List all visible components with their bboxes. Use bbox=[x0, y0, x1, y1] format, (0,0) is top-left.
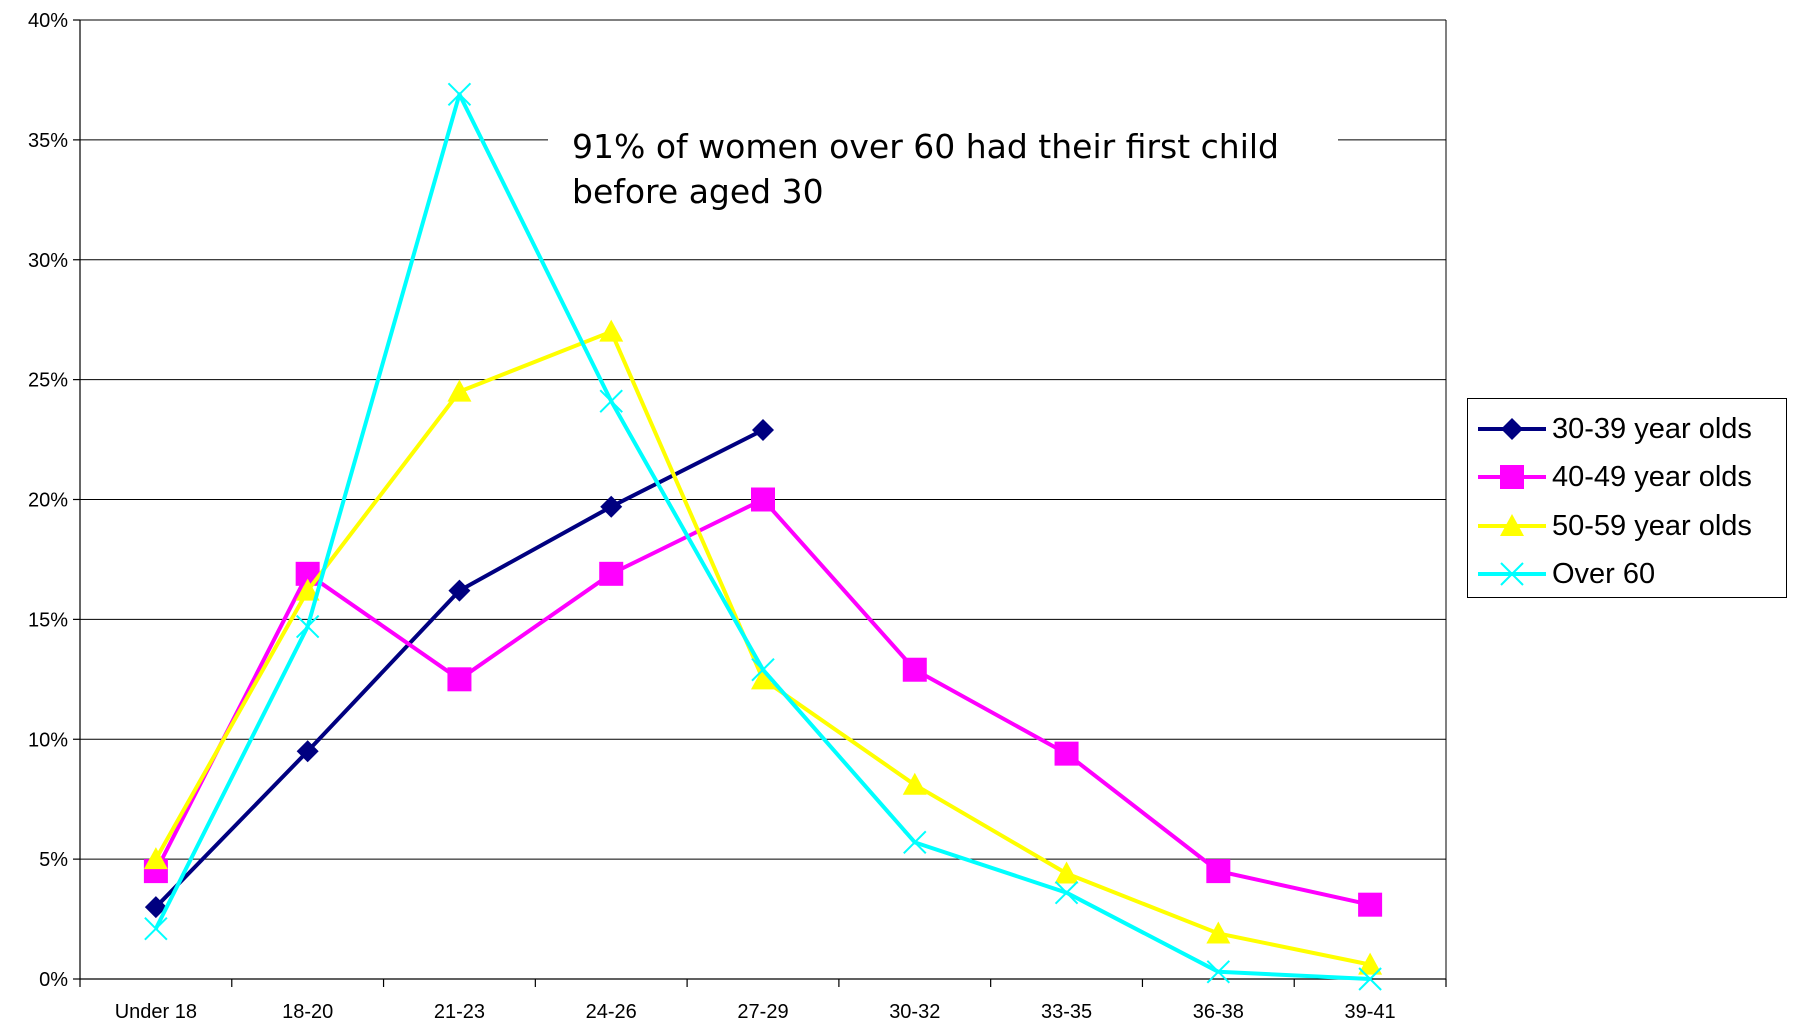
legend-swatch-50-59 bbox=[1478, 514, 1546, 536]
data-point-0-2 bbox=[448, 579, 471, 602]
data-point-2-4 bbox=[751, 667, 775, 690]
data-point-2-3 bbox=[599, 319, 624, 342]
data-point-3-8 bbox=[1358, 967, 1382, 991]
data-point-2-2 bbox=[447, 379, 472, 402]
legend-swatch-over-60 bbox=[1478, 562, 1546, 586]
series-3 bbox=[144, 82, 1382, 991]
data-point-2-0 bbox=[143, 847, 168, 870]
data-point-3-4 bbox=[751, 658, 775, 682]
data-point-3-2 bbox=[447, 82, 472, 107]
data-point-1-5 bbox=[902, 657, 927, 682]
series-0 bbox=[144, 418, 774, 919]
data-point-0-4 bbox=[752, 418, 774, 441]
legend: 30-39 year olds 40-49 year olds 50-59 ye… bbox=[1467, 398, 1787, 598]
data-point-3-7 bbox=[1206, 960, 1231, 984]
data-point-1-7 bbox=[1206, 859, 1231, 884]
legend-marker-2 bbox=[1500, 514, 1524, 536]
y-tick-label-3: 15% bbox=[28, 609, 68, 631]
x-tick-label-2: 21-23 bbox=[434, 1001, 485, 1023]
data-point-1-3 bbox=[599, 561, 624, 586]
series-layer bbox=[143, 82, 1383, 991]
annotation-line-1: 91% of women over 60 had their first chi… bbox=[572, 127, 1279, 166]
x-tick-label-1: 18-20 bbox=[282, 1001, 333, 1023]
data-point-1-2 bbox=[447, 667, 472, 692]
legend-label-50-59: 50-59 year olds bbox=[1552, 509, 1752, 542]
data-point-3-0 bbox=[144, 916, 168, 941]
x-tick-label-8: 39-41 bbox=[1345, 1001, 1396, 1023]
legend-label-30-39: 30-39 year olds bbox=[1552, 412, 1752, 445]
x-tick-label-7: 36-38 bbox=[1193, 1001, 1244, 1023]
annotation: 91% of women over 60 had their first chi… bbox=[548, 118, 1338, 220]
annotation-line-2: before aged 30 bbox=[572, 172, 824, 211]
x-tick-label-4: 27-29 bbox=[737, 1001, 788, 1023]
legend-marker-1 bbox=[1500, 465, 1524, 489]
x-tick-label-3: 24-26 bbox=[586, 1001, 637, 1023]
x-tick-label-6: 33-35 bbox=[1041, 1001, 1092, 1023]
series-1 bbox=[143, 487, 1383, 917]
data-point-3-1 bbox=[295, 614, 320, 639]
y-tick-label-1: 5% bbox=[39, 849, 68, 871]
legend-item-50-59: 50-59 year olds bbox=[1476, 506, 1752, 546]
legend-label-40-49: 40-49 year olds bbox=[1552, 460, 1752, 493]
legend-item-40-49: 40-49 year olds bbox=[1476, 457, 1752, 497]
x-axis-tick-labels: Under 18 18-20 21-23 24-26 27-29 30-32 33-35 36… bbox=[115, 1001, 1396, 1023]
y-tick-label-0: 0% bbox=[39, 969, 68, 991]
y-tick-label-7: 35% bbox=[28, 130, 68, 152]
data-point-2-6 bbox=[1054, 861, 1079, 884]
data-point-2-5 bbox=[902, 772, 927, 795]
legend-item-30-39: 30-39 year olds bbox=[1476, 409, 1752, 449]
data-point-0-3 bbox=[600, 495, 623, 518]
data-point-1-4 bbox=[751, 487, 775, 512]
data-point-0-0 bbox=[144, 896, 167, 919]
legend-label-over-60: Over 60 bbox=[1552, 557, 1656, 590]
legend-swatch-30-39 bbox=[1478, 418, 1546, 440]
data-point-3-6 bbox=[1054, 880, 1079, 905]
data-point-2-7 bbox=[1206, 921, 1231, 944]
series-line-1 bbox=[154, 497, 1371, 907]
data-point-0-1 bbox=[296, 740, 319, 763]
x-tick-label-5: 30-32 bbox=[889, 1001, 940, 1023]
legend-item-over-60: Over 60 bbox=[1476, 554, 1655, 594]
legend-swatch-40-49 bbox=[1478, 465, 1546, 489]
y-tick-label-5: 25% bbox=[28, 370, 68, 392]
data-point-3-3 bbox=[599, 389, 623, 413]
y-tick-label-2: 10% bbox=[28, 729, 68, 751]
legend-marker-3 bbox=[1500, 562, 1524, 586]
data-point-1-6 bbox=[1054, 741, 1079, 766]
y-tick-label-6: 30% bbox=[28, 250, 68, 272]
data-point-3-5 bbox=[903, 830, 927, 855]
y-tick-label-8: 40% bbox=[28, 10, 68, 32]
x-tick-label-0: Under 18 bbox=[115, 1001, 197, 1023]
legend-marker-0 bbox=[1501, 418, 1523, 440]
data-point-1-8 bbox=[1358, 892, 1383, 917]
series-2 bbox=[143, 319, 1383, 975]
data-point-2-8 bbox=[1358, 952, 1383, 975]
y-tick-label-4: 20% bbox=[28, 490, 68, 512]
axes bbox=[73, 19, 1447, 987]
data-point-2-1 bbox=[295, 578, 320, 601]
y-axis-tick-labels: 0% 5% 10% 15% 20% 25% 30% 35% 40% bbox=[28, 10, 68, 991]
